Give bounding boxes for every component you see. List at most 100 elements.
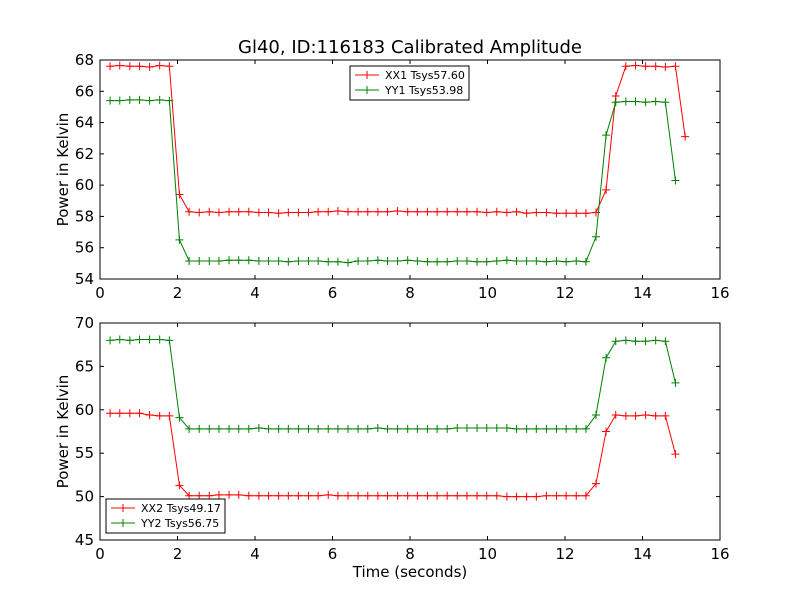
data-point xyxy=(205,257,214,266)
data-point xyxy=(562,491,571,500)
data-point xyxy=(581,257,590,266)
data-point xyxy=(443,207,452,216)
data-point xyxy=(354,491,363,500)
x-tick-label: 14 xyxy=(633,284,652,302)
data-point xyxy=(145,63,154,72)
x-tick-label: 10 xyxy=(478,284,497,302)
data-point xyxy=(135,335,144,344)
data-point xyxy=(492,424,501,433)
data-point xyxy=(671,62,680,71)
data-point xyxy=(572,491,581,500)
data-point xyxy=(344,424,352,433)
data-point xyxy=(473,491,482,500)
data-point xyxy=(115,61,124,70)
y-tick-label: 56 xyxy=(75,239,94,257)
data-point xyxy=(284,424,293,433)
data-point xyxy=(244,207,253,216)
data-point xyxy=(602,185,611,194)
data-point xyxy=(115,335,124,344)
data-point xyxy=(512,424,521,433)
data-point xyxy=(512,257,521,266)
data-point xyxy=(661,63,670,72)
data-point xyxy=(611,98,620,107)
x-tick-label: 6 xyxy=(328,545,338,563)
data-point xyxy=(214,424,223,433)
data-point xyxy=(225,424,234,433)
data-point xyxy=(473,257,482,266)
data-point xyxy=(225,490,234,499)
data-point xyxy=(304,257,313,266)
data-point xyxy=(433,424,442,433)
y-tick-label: 66 xyxy=(75,82,94,100)
data-point xyxy=(383,207,392,216)
x-tick-label: 8 xyxy=(405,545,415,563)
data-point xyxy=(661,98,670,107)
data-point xyxy=(294,491,303,500)
data-point xyxy=(512,492,521,501)
data-point xyxy=(363,257,372,266)
data-point xyxy=(175,190,184,199)
data-point xyxy=(562,209,571,218)
data-point xyxy=(234,490,243,499)
data-point xyxy=(413,207,422,216)
data-point xyxy=(155,411,164,420)
data-point xyxy=(145,96,154,105)
data-point xyxy=(135,95,144,104)
data-point xyxy=(274,209,283,218)
data-point xyxy=(115,96,124,105)
legend-label: XX2 Tsys49.17 xyxy=(141,502,221,515)
data-point xyxy=(482,424,491,433)
data-point xyxy=(373,424,382,433)
data-point xyxy=(264,257,273,266)
data-point xyxy=(106,409,115,418)
data-point xyxy=(155,95,164,104)
data-point xyxy=(443,424,452,433)
bottom-panel: 0 2 4 6 8 10 12 14 16 45 50 55 60 65 70 Power in Kelvin… xyxy=(54,314,730,581)
x-tick-label: 12 xyxy=(555,545,574,563)
data-point xyxy=(522,209,531,218)
data-point xyxy=(631,337,640,346)
y-tick-label: 65 xyxy=(75,357,94,375)
data-point xyxy=(205,207,214,216)
data-point xyxy=(403,424,412,433)
data-point xyxy=(403,207,412,216)
data-point xyxy=(244,491,253,500)
y-tick-label: 45 xyxy=(75,531,94,549)
data-point xyxy=(592,232,600,241)
data-point xyxy=(205,491,214,500)
data-point xyxy=(214,490,223,499)
data-point xyxy=(155,335,164,344)
data-point xyxy=(274,424,283,433)
data-point xyxy=(106,62,115,71)
data-point xyxy=(304,424,313,433)
data-point xyxy=(602,131,611,140)
data-point xyxy=(195,424,204,433)
data-point xyxy=(482,257,491,266)
data-point xyxy=(443,257,452,266)
data-point xyxy=(195,257,204,266)
data-point xyxy=(333,424,342,433)
data-point xyxy=(453,207,462,216)
data-point xyxy=(165,411,174,420)
y-tick-label: 54 xyxy=(75,270,94,288)
data-point xyxy=(284,208,293,217)
data-point xyxy=(522,492,531,501)
data-point xyxy=(393,257,402,266)
data-point xyxy=(522,257,531,266)
legend-marker xyxy=(363,86,371,94)
x-tick-label: 2 xyxy=(173,284,183,302)
data-point xyxy=(433,257,442,266)
data-point xyxy=(106,336,115,345)
data-point xyxy=(641,337,650,346)
data-point xyxy=(125,95,134,104)
x-tick-label: 4 xyxy=(250,284,260,302)
data-point xyxy=(621,97,630,106)
data-point xyxy=(681,132,690,141)
data-point xyxy=(205,424,214,433)
series-line-2 xyxy=(110,338,676,430)
data-point xyxy=(453,257,462,266)
data-point xyxy=(185,491,194,500)
data-point xyxy=(621,411,630,420)
data-point xyxy=(125,336,134,345)
data-point xyxy=(354,424,363,433)
